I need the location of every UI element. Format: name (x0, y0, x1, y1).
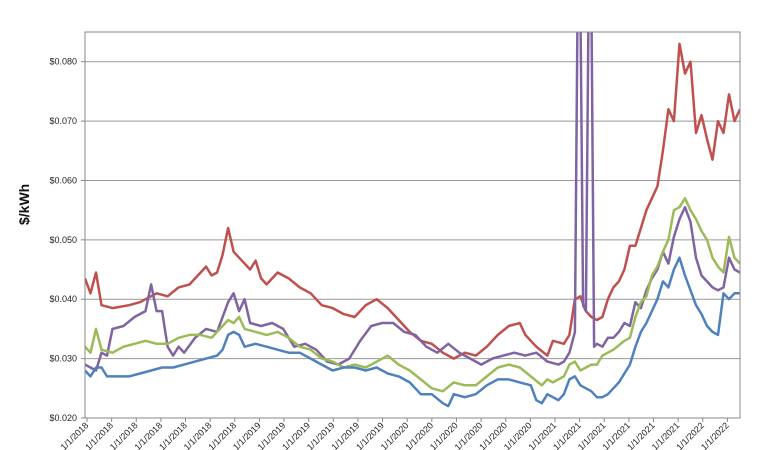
x-tick-label: 1/1/2022 (699, 420, 731, 450)
series-purple-line (85, 32, 740, 372)
y-tick-label: $0.080 (49, 57, 77, 67)
series-blue-line (85, 256, 740, 408)
y-tick-label: $0.060 (49, 175, 77, 185)
series-green-line (85, 197, 740, 393)
series-red-line (85, 42, 740, 360)
y-tick-label: $0.070 (49, 116, 77, 126)
plot-area-border (84, 31, 741, 419)
y-tick-label: $0.030 (49, 354, 77, 364)
y-tick-label: $0.020 (49, 413, 77, 423)
y-tick-label: $0.050 (49, 235, 77, 245)
y-tick-label: $0.040 (49, 294, 77, 304)
